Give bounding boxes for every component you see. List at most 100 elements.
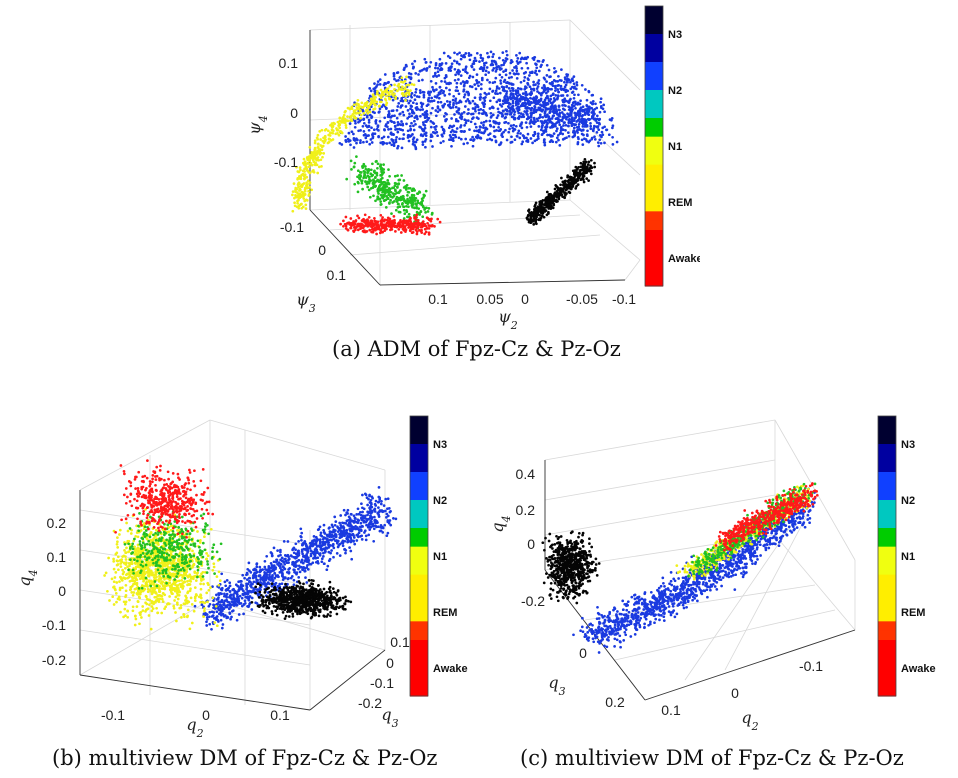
point-a-n2 xyxy=(567,124,570,128)
point-a-n3 xyxy=(561,190,564,193)
point-b-n2 xyxy=(220,609,223,612)
point-a-awake xyxy=(355,225,359,228)
point-a-awake xyxy=(414,222,417,226)
point-a-n2 xyxy=(454,97,458,101)
point-b-n2 xyxy=(251,589,255,593)
point-a-n2 xyxy=(535,117,539,121)
point-a-n2 xyxy=(541,115,545,119)
point-b-n2 xyxy=(370,495,374,499)
point-a-n2 xyxy=(404,105,408,108)
point-a-rem xyxy=(412,83,416,87)
point-a-n2 xyxy=(590,115,594,118)
point-a-rem xyxy=(350,105,354,109)
point-a-n3 xyxy=(528,211,531,215)
point-b-n2 xyxy=(255,565,259,569)
point-b-n2 xyxy=(286,553,290,557)
point-a-n2 xyxy=(387,113,391,116)
point-a-awake xyxy=(411,230,415,234)
point-b-n2 xyxy=(237,597,240,601)
point-a-n2 xyxy=(467,76,471,80)
point-a-n2 xyxy=(615,140,619,144)
point-a-rem xyxy=(398,87,402,91)
point-a-rem xyxy=(367,106,371,109)
point-a-n2 xyxy=(421,134,425,138)
point-a-awake xyxy=(368,228,372,232)
point-a-rem xyxy=(337,133,341,137)
point-a-n2 xyxy=(456,119,460,123)
point-a-n2 xyxy=(536,132,540,136)
point-a-n2 xyxy=(383,116,387,120)
point-a-n2 xyxy=(466,112,469,116)
point-a-n1 xyxy=(368,195,372,199)
point-a-n1 xyxy=(402,208,406,212)
colorbar-a-seg xyxy=(645,118,663,128)
point-a-n2 xyxy=(481,69,485,73)
point-a-n1 xyxy=(424,211,427,214)
point-a-awake xyxy=(430,217,433,221)
point-a-n2 xyxy=(488,107,492,110)
point-a-n2 xyxy=(374,122,378,125)
point-a-rem xyxy=(308,145,312,149)
point-a-n2 xyxy=(464,119,468,122)
point-a-n2 xyxy=(374,86,377,90)
point-b-n2 xyxy=(373,518,376,522)
point-a-awake xyxy=(374,219,378,223)
point-a-rem xyxy=(407,83,411,87)
point-a-rem xyxy=(298,177,302,181)
point-b-n2 xyxy=(346,537,350,541)
point-a-n2 xyxy=(557,74,560,78)
point-a-n2 xyxy=(394,138,398,142)
point-b-n2 xyxy=(362,516,365,520)
point-a-n2 xyxy=(413,119,416,123)
point-a-n2 xyxy=(581,143,585,146)
point-b-n2 xyxy=(303,555,306,559)
point-a-rem xyxy=(295,165,298,169)
point-a-rem xyxy=(323,139,327,143)
point-a-n2 xyxy=(516,109,520,113)
point-a-n2 xyxy=(572,119,576,123)
point-a-n2 xyxy=(382,135,386,139)
point-a-n2 xyxy=(438,108,442,112)
axis-x-b xyxy=(79,674,311,711)
point-a-n2 xyxy=(507,76,511,80)
point-a-n1 xyxy=(366,171,369,175)
point-a-n1 xyxy=(411,203,415,206)
point-a-n2 xyxy=(533,55,537,59)
point-a-awake xyxy=(370,230,373,234)
point-a-n2 xyxy=(557,113,561,117)
point-a-n2 xyxy=(418,89,422,92)
point-a-n2 xyxy=(574,106,577,110)
point-a-n2 xyxy=(456,52,459,56)
point-a-n1 xyxy=(415,206,418,210)
point-a-n1 xyxy=(396,202,400,206)
point-b-n2 xyxy=(246,596,249,600)
point-b-n2 xyxy=(357,512,361,516)
point-a-n2 xyxy=(422,93,426,97)
point-a-n2 xyxy=(448,105,452,109)
point-a-rem xyxy=(296,177,299,181)
point-b-n2 xyxy=(243,599,247,603)
point-a-n2 xyxy=(391,98,395,102)
point-a-n1 xyxy=(367,188,371,192)
point-a-n2 xyxy=(460,130,464,133)
point-a-rem xyxy=(400,76,404,80)
point-a-n2 xyxy=(422,95,426,99)
point-a-n2 xyxy=(452,103,455,107)
point-a-rem xyxy=(337,123,341,126)
point-a-n2 xyxy=(395,116,399,120)
point-a-n2 xyxy=(542,76,546,80)
colorbar-a-label-rem: REM xyxy=(668,197,692,209)
point-a-rem xyxy=(338,116,342,120)
point-b-n2 xyxy=(271,579,275,583)
point-a-n2 xyxy=(513,138,517,142)
point-a-n2 xyxy=(387,80,390,84)
point-a-n3 xyxy=(536,205,540,209)
colorbar-a-seg xyxy=(645,230,663,240)
point-a-n3 xyxy=(532,217,535,221)
point-a-awake xyxy=(353,225,357,229)
point-a-awake xyxy=(436,217,440,221)
point-a-n2 xyxy=(475,73,479,76)
point-b-n2 xyxy=(340,525,344,529)
point-a-n2 xyxy=(454,130,458,134)
point-a-n2 xyxy=(505,112,509,116)
